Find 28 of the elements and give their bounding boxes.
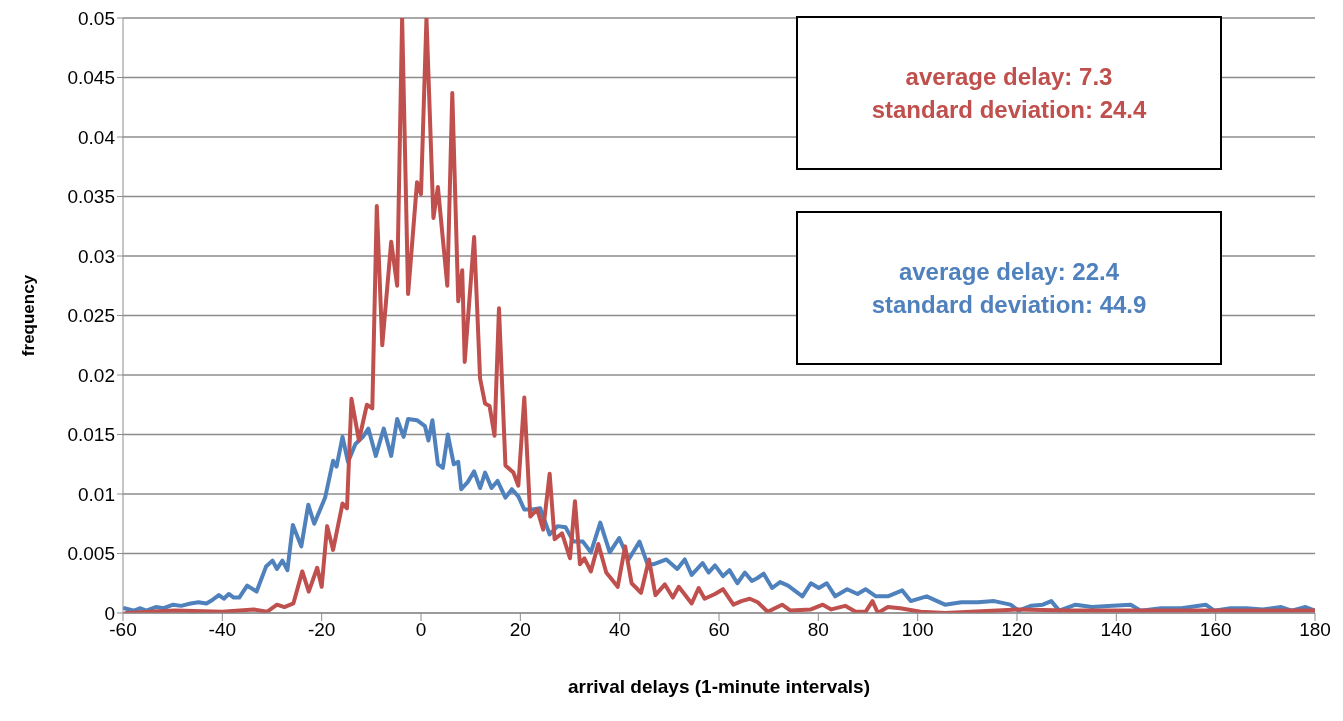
y-tick-label: 0.02: [78, 364, 115, 386]
x-tick-label: 40: [609, 619, 631, 641]
note-box: average delay: 7.3 standard deviation: 24.4: [796, 16, 1222, 170]
x-tick-label: 160: [1199, 619, 1232, 641]
y-tick-label: 0.015: [67, 424, 115, 446]
y-tick-label: 0.03: [78, 245, 115, 267]
y-axis-title: frequency: [19, 274, 39, 357]
x-tick-label: -40: [208, 619, 237, 641]
y-tick-label: 0.045: [67, 67, 115, 89]
annotation: average delay: 7.3 standard deviation: 24.4: [871, 62, 1147, 125]
x-tick-label: 180: [1299, 619, 1331, 641]
y-tick-label: 0.025: [67, 305, 115, 327]
x-tick-label: 120: [1001, 619, 1033, 641]
y-tick-label: 0.035: [67, 186, 115, 208]
x-tick-label: 100: [901, 619, 934, 641]
note-box: average delay: 22.4 standard deviation: 44.9: [796, 211, 1222, 365]
x-tick-label: -20: [307, 619, 336, 641]
y-tick-label: 0.01: [78, 483, 115, 505]
x-tick-label: 140: [1100, 619, 1133, 641]
annotation: average delay: 22.4 standard deviation: 44.9: [871, 257, 1147, 320]
x-tick-label: 60: [708, 619, 730, 641]
x-tick-label: 80: [807, 619, 829, 641]
x-tick-label: 0: [415, 619, 427, 641]
x-tick-label: 20: [509, 619, 531, 641]
y-tick-label: 0.005: [67, 543, 115, 565]
y-tick-label: 0.04: [78, 126, 116, 148]
x-axis-title: arrival delays (1-minute intervals): [567, 676, 871, 697]
y-tick-label: 0.05: [78, 7, 115, 29]
